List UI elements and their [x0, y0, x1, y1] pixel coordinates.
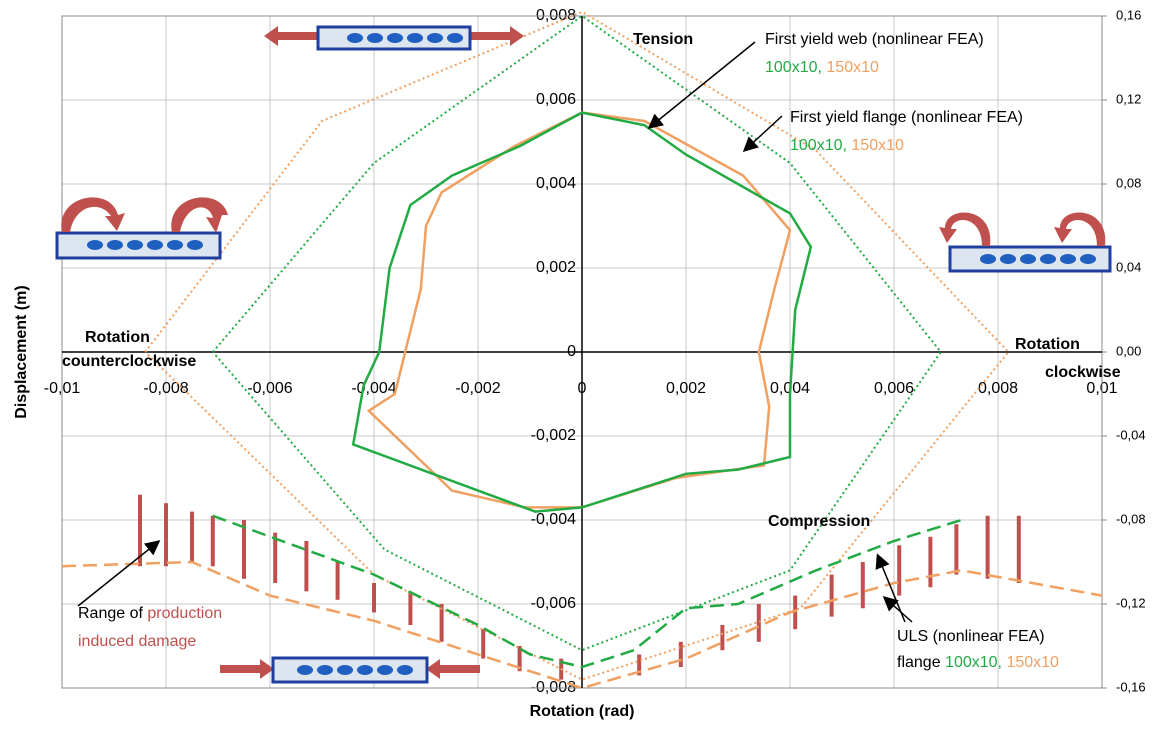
x-axis-title: Rotation (rad) — [530, 703, 635, 720]
series-line — [61, 560, 1103, 690]
y2-tick-label: 0,08 — [1116, 175, 1141, 190]
y2-tick-label: 0,04 — [1116, 259, 1141, 274]
annotation: ULS (nonlinear FEA) — [897, 628, 1045, 645]
x-tick-label: 0,006 — [874, 380, 914, 397]
y2-tick-label: -0,12 — [1116, 595, 1146, 610]
x-tick-label: -0,002 — [455, 380, 500, 397]
y2-tick-label: 0,00 — [1116, 343, 1141, 358]
annotation-green: 100x10, — [790, 137, 847, 154]
pointer-arrows — [77, 41, 913, 623]
plot-area: -0,01-0,008-0,006-0,004-0,00200,0020,004… — [44, 7, 1146, 696]
y2-tick-label: -0,08 — [1116, 511, 1146, 526]
annotation: 100x10, 150x10 — [765, 59, 879, 76]
icon-cw — [939, 212, 1112, 273]
series-line — [351, 111, 813, 513]
annotation: First yield flange (nonlinear FEA) — [790, 109, 1023, 126]
y-axis-title: Displacement (m) — [13, 285, 30, 418]
series-line — [366, 111, 792, 509]
series-line — [212, 514, 962, 669]
y-tick-label: 0,002 — [536, 259, 576, 276]
annotation: 100x10, 150x10 — [790, 137, 904, 154]
annotation-text: flange — [897, 654, 941, 671]
annotation-red: production — [147, 605, 222, 622]
annotation: Compression — [768, 513, 870, 530]
annotation-green: 100x10, — [945, 654, 1002, 671]
annotation-green: 100x10, — [765, 59, 822, 76]
x-tick-label: -0,008 — [143, 380, 188, 397]
annotation-orange: 150x10 — [826, 59, 879, 76]
annotation-text: Range of — [78, 605, 143, 622]
icon-compression — [220, 656, 480, 684]
annotation: Tension — [633, 31, 693, 48]
annotation: clockwise — [1045, 364, 1121, 381]
annotation: counterclockwise — [62, 353, 196, 370]
y-tick-label: -0,002 — [531, 427, 576, 444]
x-tick-label: 0,002 — [666, 380, 706, 397]
annotation-orange: 150x10 — [851, 137, 904, 154]
annotation: Rotation — [85, 329, 150, 346]
y-tick-label: 0,006 — [536, 91, 576, 108]
annotation: flange 100x10, 150x10 — [897, 654, 1059, 671]
icon-ccw — [55, 197, 228, 260]
annotation-orange: 150x10 — [1006, 654, 1059, 671]
y2-tick-label: 0,16 — [1116, 7, 1141, 22]
annotation: First yield web (nonlinear FEA) — [765, 31, 984, 48]
series-line — [212, 14, 943, 652]
y2-tick-label: -0,04 — [1116, 427, 1146, 442]
icon-tension — [264, 25, 524, 51]
y-tick-label: 0,004 — [536, 175, 576, 192]
annotation: Range of production — [78, 605, 222, 622]
annotation: induced damage — [78, 633, 196, 650]
x-tick-label: 0,008 — [978, 380, 1018, 397]
y2-tick-label: -0,16 — [1116, 679, 1146, 694]
annotation: Rotation — [1015, 336, 1080, 353]
y-tick-label: -0,006 — [531, 595, 576, 612]
x-tick-label: -0,004 — [351, 380, 396, 397]
x-tick-label: -0,006 — [247, 380, 292, 397]
y2-tick-label: 0,12 — [1116, 91, 1141, 106]
y-tick-label: -0,004 — [531, 511, 576, 528]
